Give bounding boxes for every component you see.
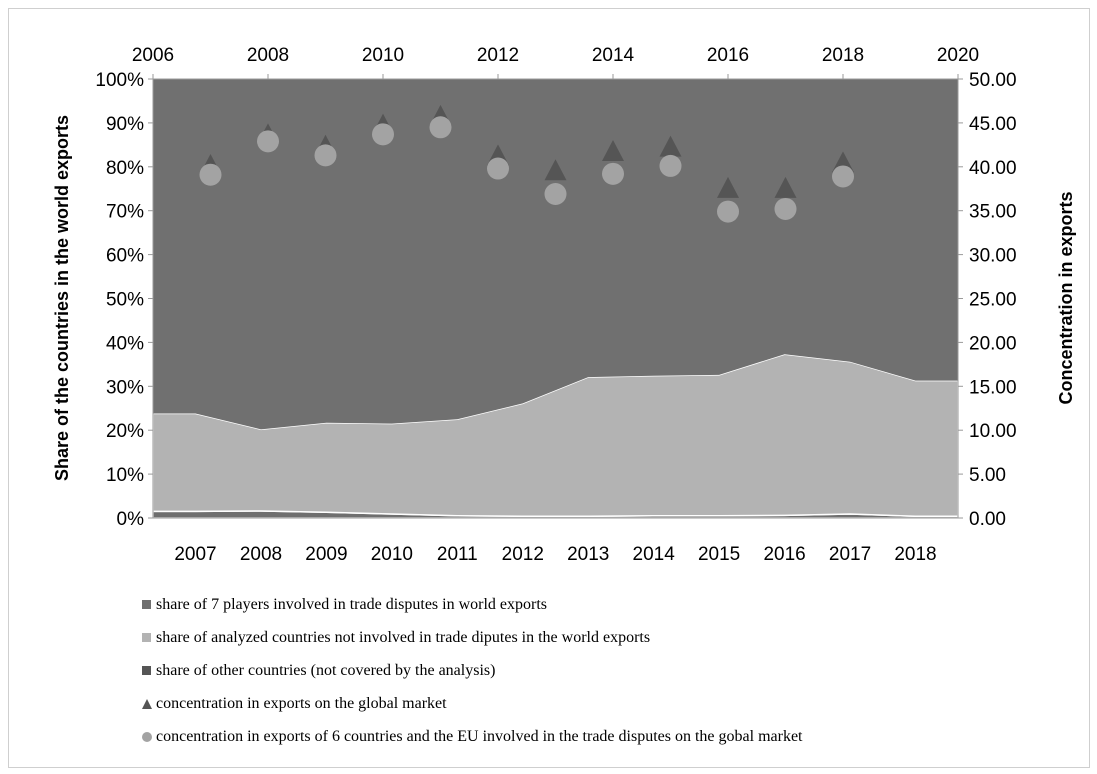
area-other-countries [153,79,958,430]
y2-tick-label: 40.00 [969,158,1017,179]
y-tick-label: 100% [95,70,144,91]
x-tick-label: 2014 [633,544,676,565]
y2-tick-label: 10.00 [969,421,1017,442]
legend-label: share of other countries (not covered by… [156,661,496,679]
circle-point [544,183,567,206]
x2-tick-label: 2016 [707,45,749,66]
y2-tick-label: 20.00 [969,333,1017,354]
x-tick-label: 2015 [698,544,740,565]
legend: share of 7 players involved in trade dis… [142,588,1062,753]
x2-tick-label: 2012 [477,45,519,66]
y2-tick-label: 15.00 [969,377,1017,398]
y2-tick-label: 35.00 [969,202,1017,223]
circle-point [487,157,509,180]
y-tick-label: 80% [106,158,144,179]
x2-tick-label: 2020 [937,45,979,66]
x2-tick-label: 2008 [247,45,289,66]
x2-tick-label: 2014 [592,45,635,66]
y2-tick-label: 0.00 [969,509,1006,530]
y2-tick-label: 5.00 [969,465,1006,486]
triangle-point [774,176,797,198]
circle-point [372,123,394,146]
y-tick-label: 50% [106,290,144,311]
circle-point [429,116,452,139]
x-tick-label: 2016 [763,544,805,565]
legend-label: concentration in exports on the global m… [156,694,447,712]
x2-tick-label: 2010 [362,45,404,66]
x-tick-label: 2011 [437,544,478,565]
square-icon [142,666,151,675]
x-tick-label: 2017 [829,544,871,565]
circle-point [199,163,222,186]
y2-tick-label: 25.00 [969,290,1017,311]
axes-layer [148,74,963,519]
chart-plot: 0% 10% 20% 30% 40% 50% 60% 70% 80% 90% 100% 0.00 5.0… [52,45,1076,565]
triangle-point [602,139,624,161]
legend-item-analyzed-countries[interactable]: share of analyzed countries not involved… [142,621,1062,654]
circle-point [717,200,739,223]
x-tick-label: 2009 [305,544,347,565]
y2-axis-title: Concentration in exports [1056,191,1076,404]
marker-layer [199,104,854,223]
area-layer [152,79,959,519]
triangle-point [544,159,567,181]
y-axis-title: Share of the countries in the world expo… [52,115,72,481]
x2-tick-label: 2018 [822,45,864,66]
y-tick-label: 90% [106,114,144,135]
square-icon [142,600,151,609]
x2-tick-label: 2006 [132,45,174,66]
y-tick-label: 60% [106,246,144,267]
x-tick-label: 2013 [567,544,609,565]
y-tick-label: 30% [106,377,144,398]
legend-item-concentration-7[interactable]: concentration in exports of 6 countries … [142,720,1062,753]
y-tick-label: 40% [106,333,144,354]
tick-label-layer: 0% 10% 20% 30% 40% 50% 60% 70% 80% 90% 100% 0.00 5.0… [95,45,1016,565]
x-tick-label: 2018 [894,544,936,565]
square-icon [142,633,151,642]
y-tick-label: 70% [106,202,144,223]
circle-point [314,144,337,167]
y2-tick-label: 30.00 [969,246,1017,267]
circle-point [659,154,682,177]
circle-icon [142,731,152,742]
circle-point [602,162,624,185]
x-tick-label: 2010 [371,544,413,565]
legend-item-7-players[interactable]: share of 7 players involved in trade dis… [142,588,1062,621]
y-tick-label: 10% [106,465,144,486]
x-tick-label: 2008 [240,544,282,565]
legend-label: share of 7 players involved in trade dis… [156,595,548,613]
circle-point [257,130,279,153]
y-tick-label: 20% [106,421,144,442]
chart-frame [8,8,1090,768]
circle-point [774,197,797,220]
x-tick-label: 2012 [502,544,544,565]
y-tick-label: 0% [117,509,145,530]
legend-label: share of analyzed countries not involved… [156,628,651,646]
triangle-icon [142,698,152,709]
legend-item-concentration-global[interactable]: concentration in exports on the global m… [142,687,1062,720]
legend-label: concentration in exports of 6 countries … [156,727,803,745]
x-tick-label: 2007 [174,544,216,565]
legend-item-other-countries[interactable]: share of other countries (not covered by… [142,654,1062,687]
triangle-point [717,176,739,198]
triangle-point [659,135,682,157]
y2-tick-label: 50.00 [969,70,1017,91]
y2-tick-label: 45.00 [969,114,1017,135]
circle-point [832,165,854,188]
